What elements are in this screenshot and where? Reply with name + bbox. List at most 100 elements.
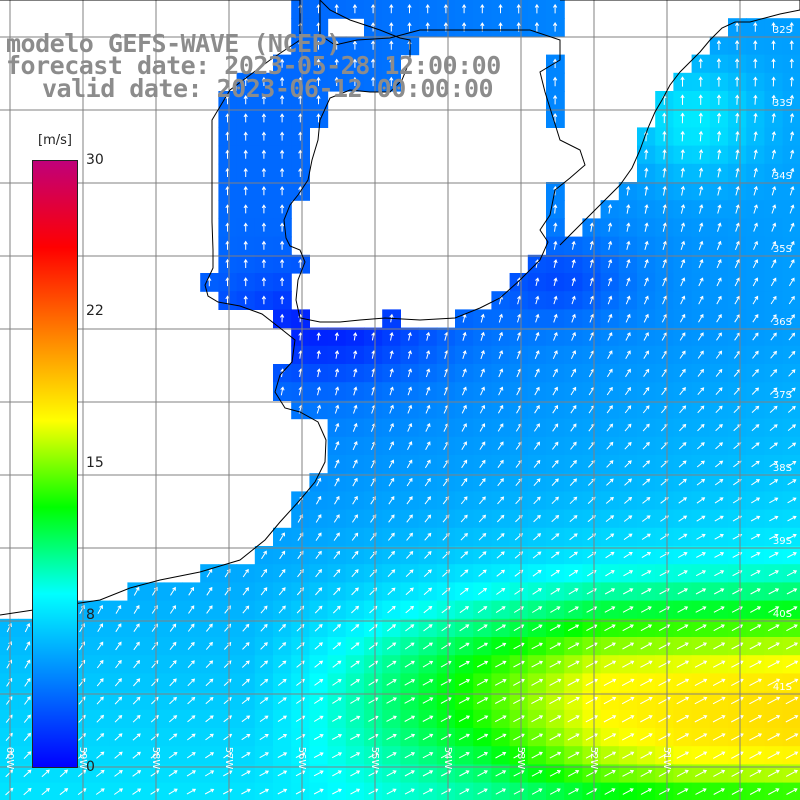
- wind-arrow: [658, 660, 671, 668]
- wind-arrow: [460, 551, 469, 559]
- wind-arrow: [658, 696, 671, 705]
- wind-arrow: [680, 112, 685, 124]
- longitude-label: 54W: [442, 747, 453, 770]
- wind-arrow: [280, 386, 285, 396]
- wind-arrow: [750, 570, 761, 577]
- wind-arrow: [626, 240, 631, 250]
- wind-arrow: [567, 751, 580, 759]
- wind-arrow: [387, 605, 396, 614]
- wind-arrow: [569, 496, 578, 505]
- wind-arrow: [389, 76, 394, 87]
- wind-arrow: [715, 368, 723, 377]
- wind-arrow: [279, 240, 285, 250]
- wind-arrow: [606, 386, 613, 396]
- wind-arrow: [368, 733, 379, 741]
- wind-arrow: [23, 751, 32, 760]
- wind-arrow: [425, 3, 430, 14]
- wind-arrow: [712, 715, 726, 723]
- wind-arrow: [712, 751, 726, 759]
- wind-arrow: [407, 368, 413, 378]
- wind-arrow: [132, 751, 141, 759]
- wind-arrow: [498, 386, 504, 396]
- wind-arrow: [353, 350, 358, 359]
- wind-arrow: [498, 368, 504, 378]
- wind-arrow: [315, 532, 322, 541]
- wind-arrow: [334, 404, 340, 414]
- wind-arrow: [531, 660, 544, 668]
- wind-arrow: [662, 295, 667, 305]
- wind-arrow: [335, 386, 340, 396]
- wind-arrow: [316, 40, 321, 50]
- wind-arrow: [730, 696, 744, 705]
- wind-arrow: [316, 95, 321, 105]
- wind-arrow: [477, 624, 488, 632]
- wind-arrow: [205, 696, 214, 705]
- wind-arrow: [789, 186, 795, 196]
- wind-arrow: [622, 606, 634, 613]
- wind-arrow: [735, 94, 740, 105]
- wind-arrow: [313, 770, 324, 777]
- wind-arrow: [278, 623, 286, 632]
- wind-arrow: [350, 788, 361, 795]
- wind-arrow: [425, 386, 431, 396]
- wind-arrow: [770, 314, 777, 323]
- wind-arrow: [589, 222, 594, 232]
- wind-arrow: [767, 751, 781, 759]
- wind-arrow: [458, 715, 471, 723]
- wind-arrow: [553, 240, 558, 250]
- wind-arrow: [569, 551, 578, 559]
- wind-arrow: [350, 733, 361, 740]
- wind-arrow: [749, 642, 762, 650]
- wind-arrow: [643, 332, 649, 341]
- wind-arrow: [186, 770, 196, 777]
- wind-arrow: [460, 532, 468, 541]
- wind-arrow: [697, 423, 705, 432]
- wind-arrow: [316, 76, 321, 86]
- wind-arrow: [498, 350, 504, 359]
- wind-arrow: [133, 623, 140, 632]
- wind-arrow: [531, 770, 543, 777]
- wind-arrow: [789, 112, 795, 123]
- wind-arrow: [334, 368, 340, 378]
- wind-arrow: [462, 313, 467, 323]
- wind-arrow: [404, 752, 416, 759]
- wind-arrow: [552, 386, 558, 396]
- wind-arrow: [697, 368, 704, 377]
- wind-arrow: [260, 605, 268, 614]
- wind-arrow: [386, 679, 397, 686]
- wind-arrow: [532, 606, 543, 613]
- wind-arrow: [406, 459, 413, 469]
- wind-arrow: [313, 715, 324, 722]
- wind-arrow: [277, 734, 288, 741]
- wind-arrow: [734, 76, 740, 87]
- wind-arrow: [241, 678, 250, 686]
- latitude-label: 41S: [773, 682, 792, 693]
- wind-arrow: [552, 58, 558, 68]
- wind-arrow: [314, 697, 324, 704]
- wind-arrow: [352, 495, 358, 505]
- wind-arrow: [370, 58, 376, 68]
- wind-arrow: [476, 715, 489, 723]
- wind-arrow: [751, 442, 760, 450]
- wind-arrow: [771, 240, 777, 250]
- wind-arrow: [334, 40, 339, 50]
- longitude-label: 56W: [296, 747, 307, 770]
- wind-arrow: [350, 752, 361, 759]
- wind-arrow: [352, 76, 358, 86]
- wind-arrow: [477, 770, 488, 777]
- wind-arrow: [477, 788, 488, 795]
- wind-arrow: [697, 387, 705, 396]
- wind-arrow: [714, 460, 724, 468]
- wind-arrow: [771, 58, 776, 69]
- wind-arrow: [603, 696, 617, 705]
- wind-arrow: [731, 678, 744, 687]
- wind-arrow: [404, 770, 415, 777]
- wind-arrow: [133, 659, 140, 669]
- wind-arrow: [298, 167, 303, 177]
- wind-arrow: [133, 586, 140, 596]
- wind-arrow: [695, 788, 707, 795]
- wind-arrow: [604, 588, 616, 595]
- colorbar-tick: 22: [86, 303, 104, 319]
- wind-arrow: [476, 679, 489, 686]
